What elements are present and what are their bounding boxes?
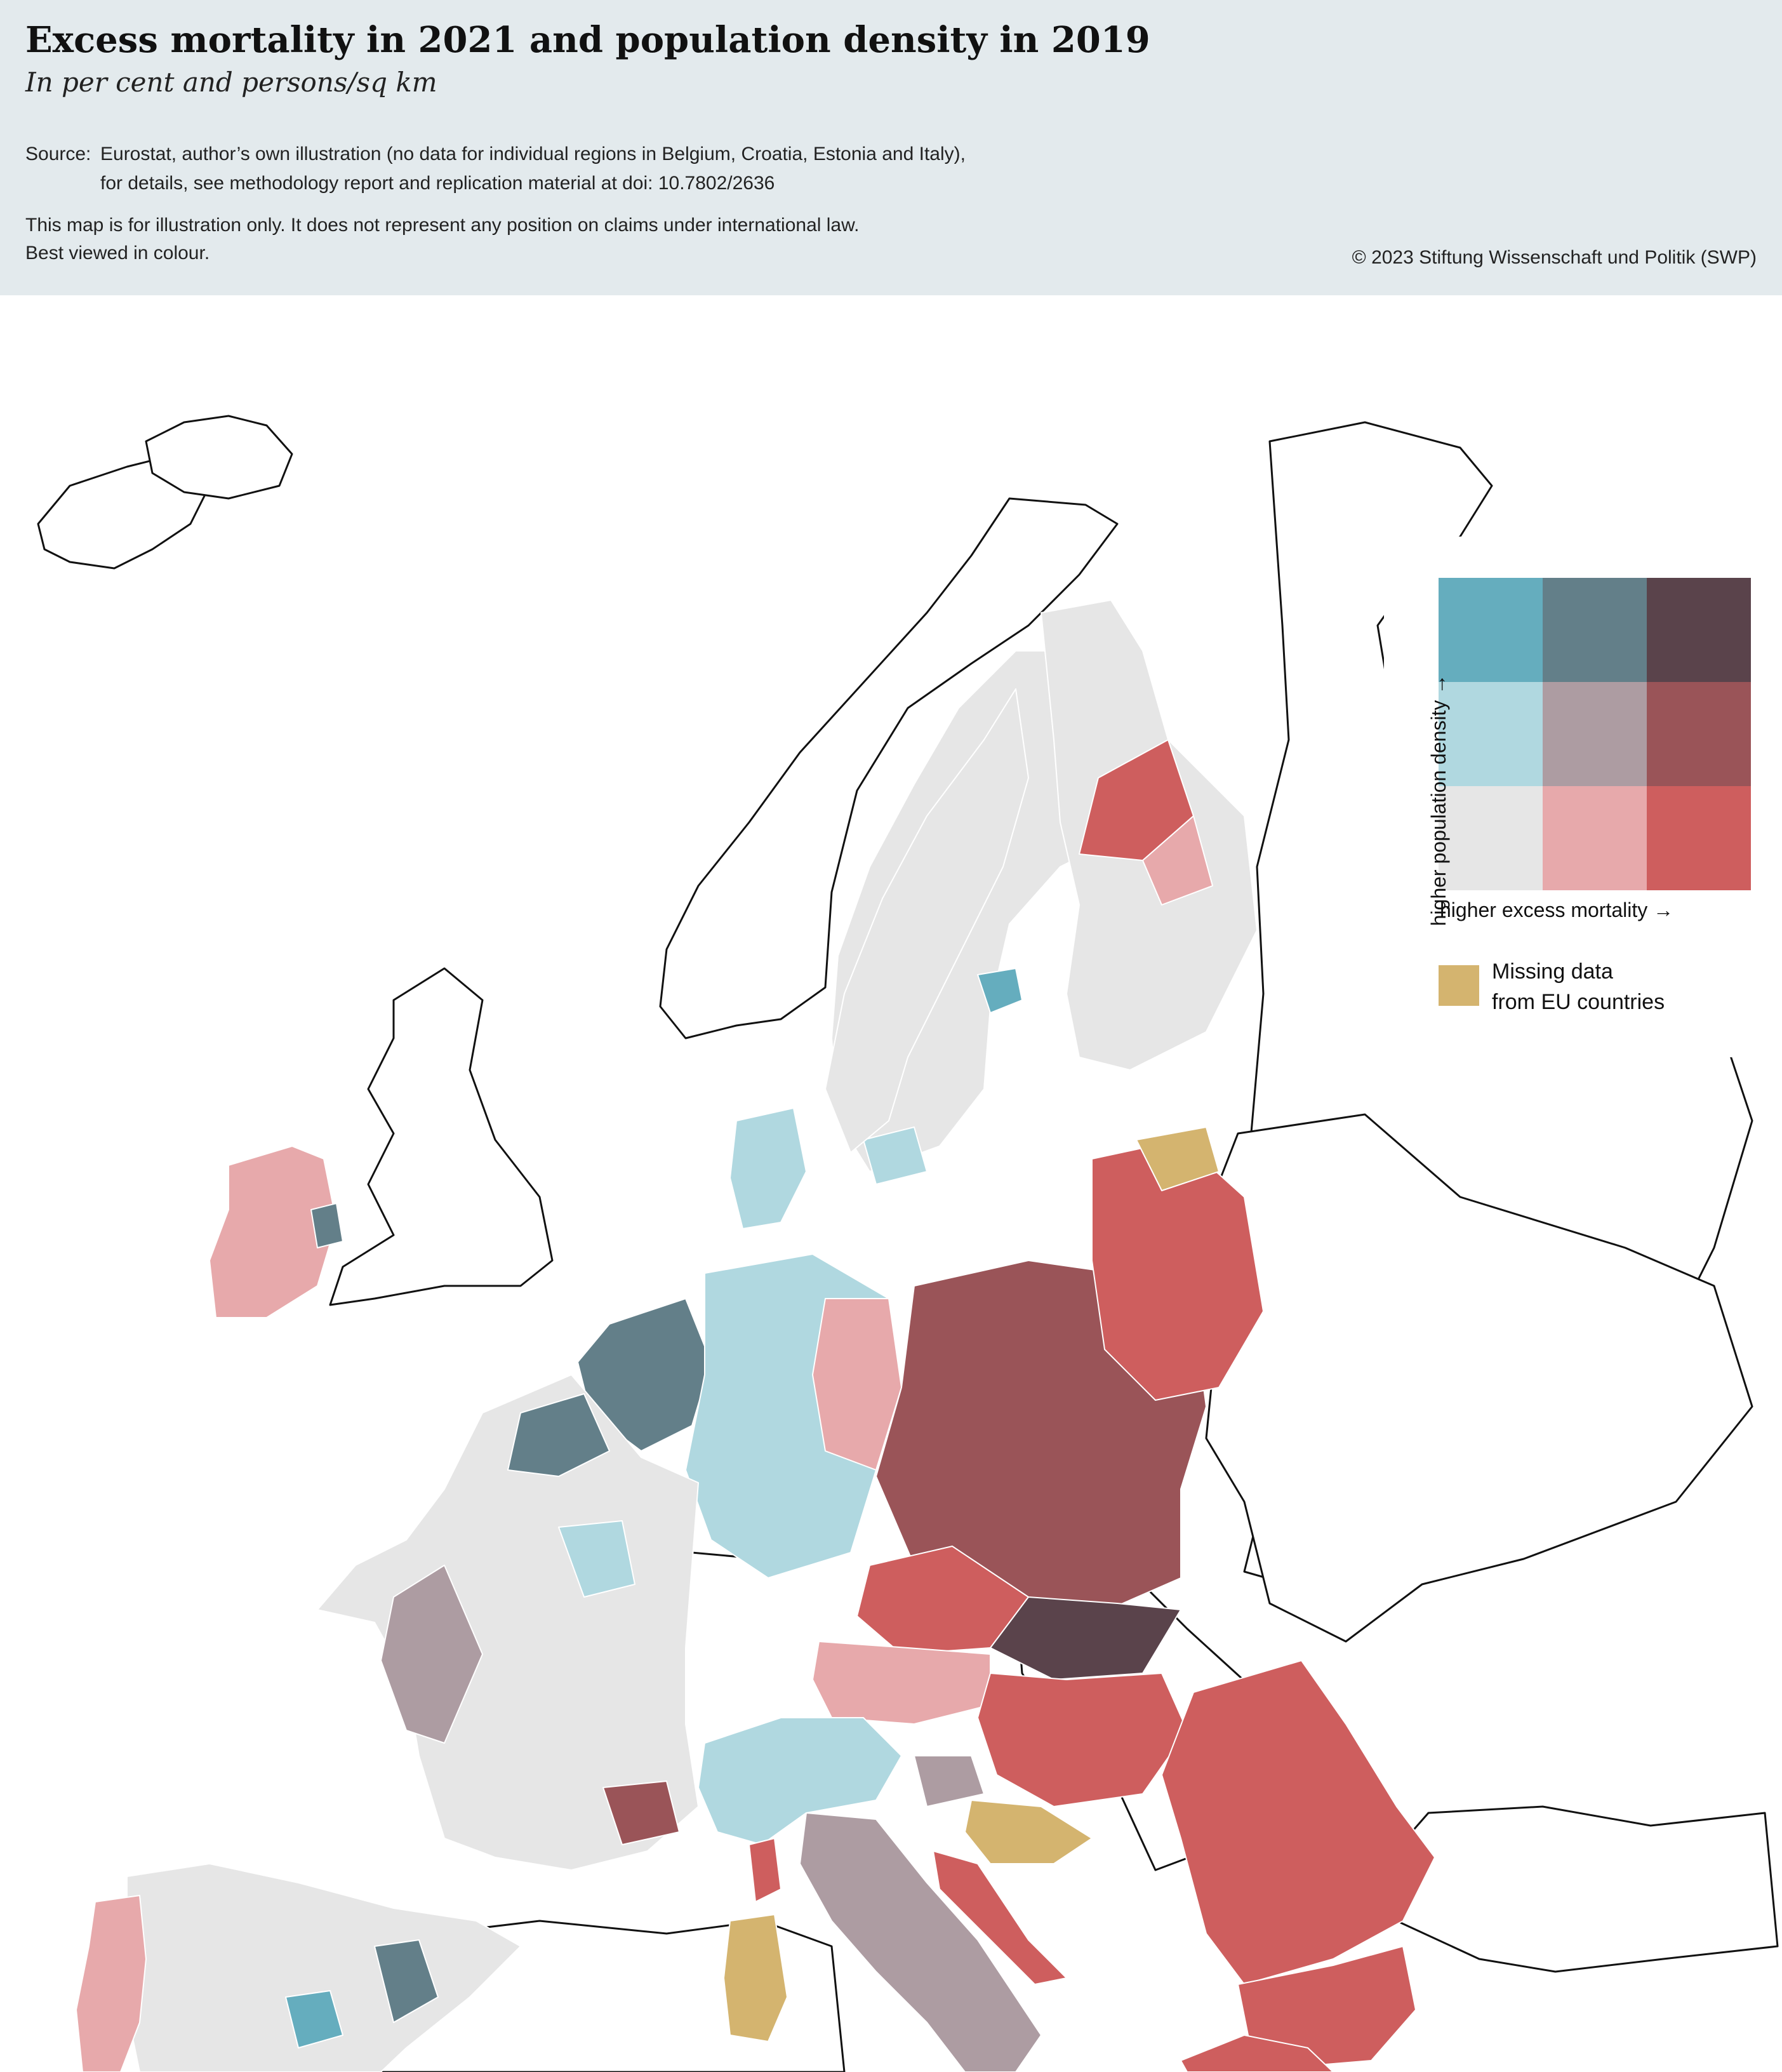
disclaimer-line2: Best viewed in colour. (25, 243, 210, 264)
france-south-region (602, 1781, 680, 1845)
norway-shape (659, 497, 1119, 1039)
legend-color-grid (1439, 578, 1751, 890)
bivariate-legend: higher population density → higher exces… (1390, 546, 1751, 1029)
legend-cell (1543, 578, 1647, 682)
ireland-region (209, 1146, 337, 1318)
legend-cell (1439, 578, 1543, 682)
map-title: Excess mortality in 2021 and population … (25, 19, 1150, 61)
romania-region (1161, 1660, 1435, 1985)
sweden-skane-region (863, 1126, 928, 1185)
croatia-coast-region (933, 1850, 1067, 1985)
missing-data-label-line1: Missing data (1492, 959, 1613, 984)
slovakia-region (990, 1596, 1181, 1680)
italy-north-region (698, 1717, 902, 1845)
legend-cell (1543, 786, 1647, 890)
spain-east-region (374, 1939, 439, 2023)
source-text-line2: for details, see methodology report and … (100, 173, 775, 194)
germany-east-region (812, 1298, 902, 1471)
dublin-region (310, 1203, 343, 1248)
legend-cell (1647, 682, 1751, 786)
corsica-region (748, 1838, 781, 1902)
croatia-missing-region (964, 1800, 1093, 1864)
map-subtitle: In per cent and persons/sq km (25, 67, 437, 98)
legend-cell (1439, 682, 1543, 786)
legend-y-axis-label: higher population density → (1427, 674, 1450, 926)
finland-east-region (1142, 815, 1213, 906)
copyright-notice: © 2023 Stiftung Wissenschaft und Politik… (1352, 247, 1757, 268)
missing-data-label: Missing data from EU countries (1492, 956, 1665, 1017)
great-britain-shape (329, 967, 554, 1306)
estonia-missing-region (1136, 1126, 1220, 1191)
legend-cell (1439, 786, 1543, 890)
slovenia-region (914, 1755, 985, 1807)
norway-region (825, 688, 1029, 1153)
disclaimer-line1: This map is for illustration only. It do… (25, 215, 860, 236)
turkey-shape (1383, 1805, 1779, 1973)
legend-cell (1647, 786, 1751, 890)
france-north-region (507, 1393, 610, 1477)
denmark-region (729, 1107, 807, 1229)
legend-cell (1543, 682, 1647, 786)
portugal-region (76, 1895, 147, 2072)
legend-x-axis-label: higher excess mortality → (1440, 899, 1674, 921)
benelux-region (577, 1298, 712, 1452)
france-west-region (380, 1565, 483, 1744)
sweden-stockholm-region (977, 968, 1023, 1013)
sardinia-missing-region (723, 1914, 788, 2042)
greece-region (1180, 2035, 1334, 2072)
hungary-region (977, 1673, 1188, 1807)
austria-region (812, 1641, 991, 1725)
france-region (317, 1374, 699, 1871)
source-label: Source: (25, 144, 91, 164)
source-text-line1: Eurostat, author’s own illustration (no … (100, 144, 966, 164)
italy-peninsula-region (799, 1812, 1042, 2072)
iceland-shape (145, 415, 293, 500)
legend-cell (1647, 578, 1751, 682)
missing-data-label-line2: from EU countries (1492, 990, 1665, 1014)
header-panel: Excess mortality in 2021 and population … (0, 0, 1782, 295)
spain-madrid-region (285, 1990, 343, 2049)
spain-region (126, 1863, 521, 2072)
missing-data-swatch (1439, 965, 1479, 1006)
france-lyon-region (558, 1520, 635, 1598)
